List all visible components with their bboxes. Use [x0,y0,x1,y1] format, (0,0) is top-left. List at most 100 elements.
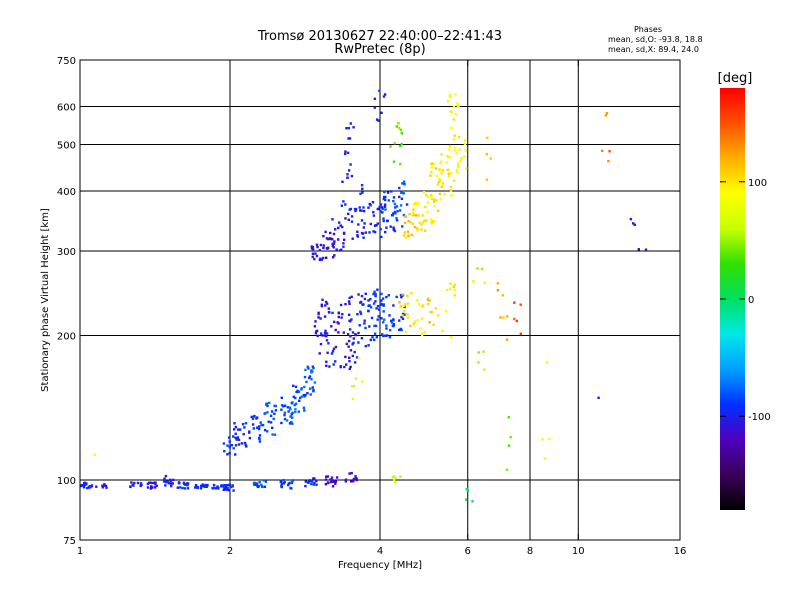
scatter-point [171,482,174,485]
scatter-point [346,333,350,336]
scatter-point [420,333,424,337]
scatter-point [438,168,441,172]
scatter-point [402,213,406,217]
scatter-point [379,203,383,206]
scatter-point [392,323,396,327]
scatter-point [373,97,377,100]
scatter-point [452,285,455,288]
scatter-point [384,334,387,337]
scatter-point [263,485,267,488]
scatter-point [313,381,317,384]
scatter-point [350,480,353,483]
scatter-point [440,172,443,175]
scatter-point [325,247,329,250]
scatter-point [347,339,351,343]
scatter-point [412,214,415,217]
axis-ticks: 1 2 4 6 8 10 16 75 100 200 300 400 500 600 750 [57,56,686,557]
scatter-point [344,303,347,306]
scatter-point [311,247,315,251]
scatter-point [390,321,394,324]
scatter-point [304,480,307,483]
scatter-point [256,416,259,419]
scatter-point [401,182,404,185]
scatter-point [389,145,392,148]
scatter-point [438,192,442,196]
scatter-point [324,478,328,481]
scatter-point [455,168,458,172]
scatter-point [383,318,386,321]
scatter-point [375,307,378,310]
scatter-point [472,280,475,283]
scatter-point [369,338,372,342]
scatter-point [172,478,175,482]
y-tick-label: 500 [57,141,76,152]
scatter-point [399,128,403,131]
scatter-point [357,331,360,335]
scatter-point [441,169,445,172]
scatter-point [367,344,370,347]
scatter-point [359,310,362,313]
scatter-point [395,295,398,299]
scatter-point [347,169,351,172]
scatter-point [347,126,351,130]
scatter-point [348,137,352,140]
scatter-point [103,483,106,486]
y-tick-label: 100 [57,476,76,487]
scatter-point [86,486,89,490]
scatter-point [403,231,406,234]
scatter-point [321,298,324,301]
scatter-point [311,477,315,480]
scatter-point [257,427,261,431]
scatter-point [351,397,355,401]
scatter-point [330,352,334,355]
scatter-point [431,310,434,314]
scatter-point [480,267,484,271]
scatter-point [349,163,352,166]
scatter-point [345,363,348,366]
scatter-point [369,298,372,301]
scatter-point [146,482,150,486]
scatter-point [263,428,267,432]
scatter-point [348,296,351,300]
scatter-point [369,306,373,309]
scatter-point [367,309,370,313]
scatter-point [441,184,445,187]
scatter-point [348,360,351,363]
scatter-point [181,486,184,490]
scatter-point [236,436,240,439]
scatter-point [339,224,342,227]
scatter-point [378,308,381,311]
scatter-point [256,426,259,429]
scatter-point [362,226,365,229]
scatter-point [430,194,433,197]
scatter-point [224,484,227,487]
scatter-point [344,152,347,156]
scatter-point [505,468,509,471]
grid-lines [80,60,680,540]
scatter-point [406,316,409,319]
scatter-point [240,442,244,445]
scatter-point [292,384,295,387]
scatter-point [381,207,384,211]
scatter-point [223,485,226,488]
scatter-point [360,219,364,222]
scatter-point [322,246,325,250]
scatter-point [331,350,335,353]
x-tick-label: 8 [527,546,533,557]
scatter-point [183,487,187,490]
scatter-point [372,211,375,214]
scatter-point [403,313,406,316]
scatter-point [297,410,300,413]
scatter-point [459,160,462,163]
scatter-point [364,326,367,330]
scatter-point [501,294,504,297]
scatter-point [331,485,335,488]
scatter-point [368,325,371,328]
scatter-point [326,481,330,484]
scatter-point [315,243,319,246]
scatter-point [342,200,345,203]
scatter-point [430,162,434,165]
scatter-point [291,479,295,482]
scatter-point [258,481,261,484]
